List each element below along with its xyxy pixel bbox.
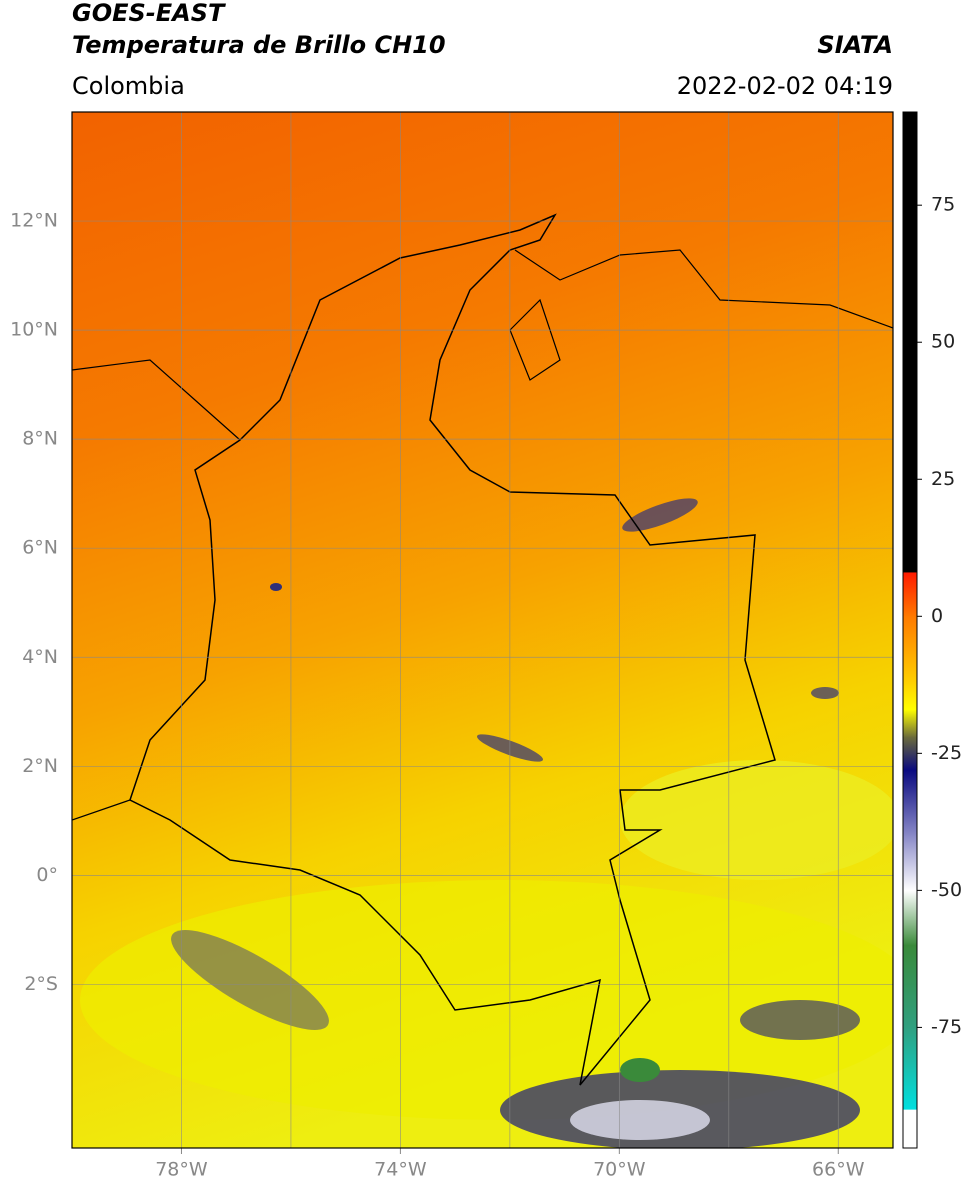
colorbar-band bbox=[903, 709, 917, 738]
country-border bbox=[129, 213, 776, 1086]
colorbar-band bbox=[903, 890, 917, 946]
x-tick-label: 66°W bbox=[812, 1159, 865, 1181]
colorbar-band bbox=[903, 572, 917, 617]
cloud bbox=[740, 1000, 860, 1040]
cloud bbox=[270, 583, 282, 591]
colorbar-tick-label: 50 bbox=[931, 331, 955, 353]
coastline bbox=[72, 249, 893, 821]
cloud bbox=[171, 930, 329, 1030]
cloud bbox=[811, 687, 839, 699]
colorbar-tick-label: -25 bbox=[931, 742, 962, 764]
x-tick-label: 70°W bbox=[593, 1159, 646, 1181]
y-tick-label: 8°N bbox=[22, 428, 58, 450]
x-tick-label: 78°W bbox=[155, 1159, 208, 1181]
colorbar-band bbox=[903, 736, 917, 771]
cloud bbox=[570, 1100, 710, 1140]
y-tick-label: 2°N bbox=[22, 755, 58, 777]
colorbar-tick-label: -50 bbox=[931, 879, 962, 901]
colorbar-band bbox=[903, 112, 917, 573]
map-image bbox=[72, 112, 893, 1148]
y-tick-label: 4°N bbox=[22, 646, 58, 668]
datetime: 2022-02-02 04:19 bbox=[677, 72, 893, 100]
colorbar-band bbox=[903, 1027, 917, 1111]
cloud bbox=[620, 760, 893, 880]
colorbar-band bbox=[903, 769, 917, 837]
colorbar-tick-label: -75 bbox=[931, 1016, 962, 1038]
region: Colombia bbox=[72, 72, 185, 100]
colorbar-band bbox=[903, 616, 917, 683]
y-tick-label: 2°S bbox=[24, 973, 58, 995]
source: SIATA bbox=[817, 31, 893, 59]
colorbar-tick-label: 25 bbox=[931, 468, 955, 490]
x-tick-label: 74°W bbox=[374, 1159, 427, 1181]
colorbar-frame bbox=[902, 111, 918, 1149]
y-tick-label: 6°N bbox=[22, 537, 58, 559]
subtitle: Temperatura de Brillo CH10 bbox=[72, 31, 446, 59]
colorbar-tick-label: 0 bbox=[931, 605, 943, 627]
colorbar-band bbox=[903, 945, 917, 1028]
y-tick-label: 12°N bbox=[10, 210, 58, 232]
title: GOES-EAST bbox=[72, 0, 226, 27]
cloud bbox=[622, 498, 698, 532]
colorbar-tick-label: 75 bbox=[931, 194, 955, 216]
map-frame bbox=[71, 111, 894, 1149]
colorbar-band bbox=[903, 1109, 917, 1149]
colorbar-band bbox=[903, 682, 917, 710]
cloud bbox=[80, 880, 893, 1120]
y-tick-label: 0° bbox=[36, 864, 58, 886]
y-tick-label: 10°N bbox=[10, 319, 58, 341]
colorbar-band bbox=[903, 835, 917, 891]
cloud bbox=[620, 1058, 660, 1082]
colorbar: 75 50 25 0 -25 -50 -75 bbox=[902, 111, 962, 1149]
grid: 78°W 74°W 70°W 66°W 12°N 10°N 8°N 6°N 4°N 2°N 0° 2°… bbox=[10, 112, 893, 1181]
